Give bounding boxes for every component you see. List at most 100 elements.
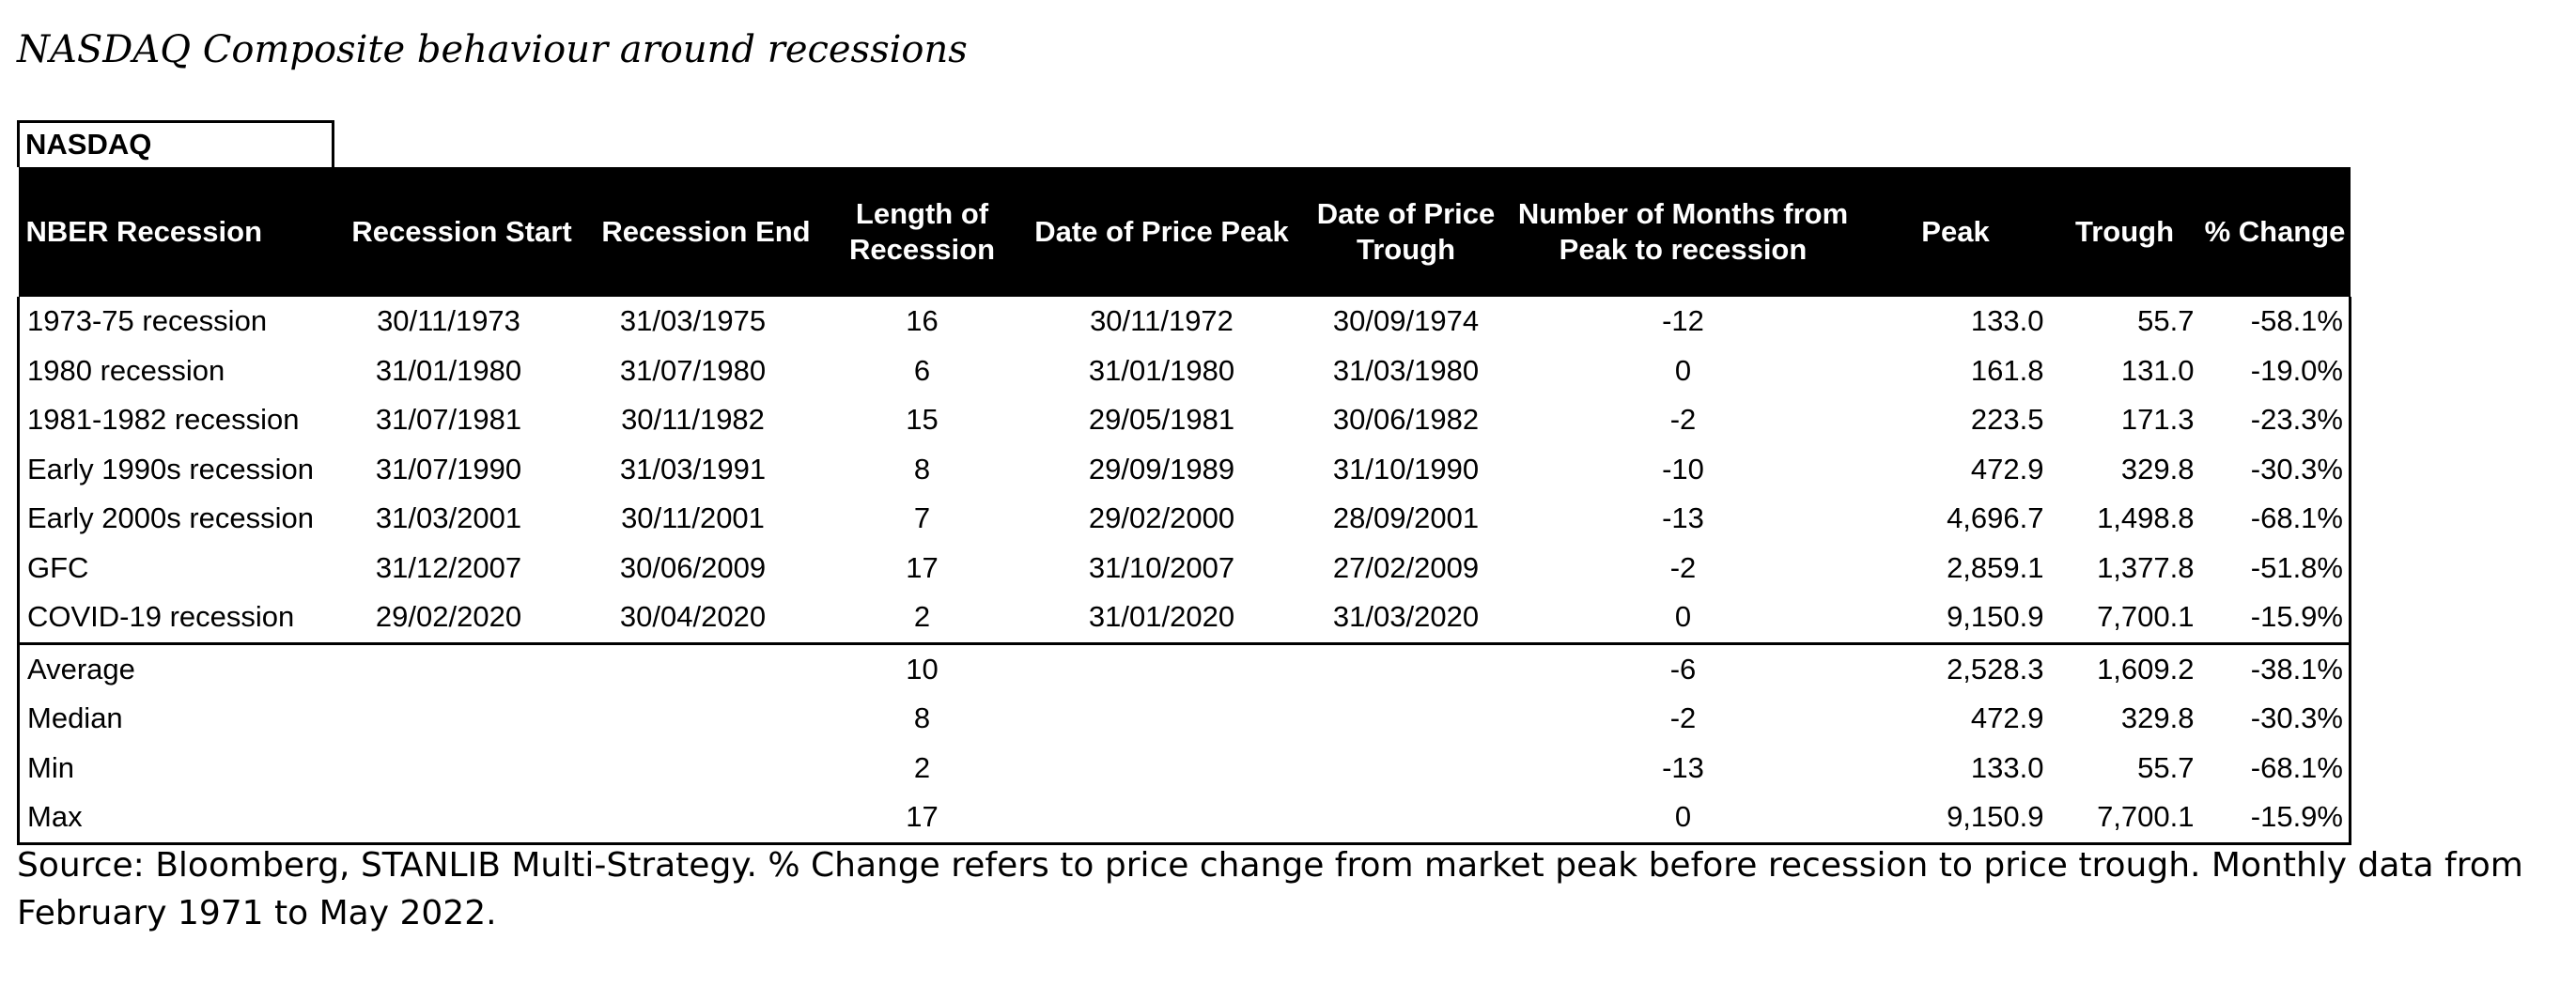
table-cell bbox=[1016, 641, 1308, 694]
table-cell: -23.3% bbox=[2199, 395, 2351, 445]
table-cell: 15 bbox=[906, 403, 939, 437]
table-cell bbox=[584, 744, 829, 793]
table-cell: -68.1% bbox=[2199, 494, 2351, 544]
table-cell: 30/11/1973 bbox=[377, 304, 520, 338]
table-cell: -15.9% bbox=[2199, 793, 2351, 845]
table-row: 1980 recession 31/01/1980 31/07/1980 6 31/01… bbox=[17, 346, 2351, 395]
table-cell: 30/11/2001 bbox=[621, 501, 765, 535]
table-cell bbox=[583, 641, 829, 694]
table-cell: Average bbox=[17, 641, 340, 694]
table-cell: 31/01/1980 bbox=[375, 353, 522, 387]
table-cell: -30.3% bbox=[2199, 444, 2351, 494]
table-cell: 1981-1982 recession bbox=[17, 395, 340, 445]
column-header: Date of Price Peak bbox=[1016, 167, 1308, 297]
table-cell: 472.9 bbox=[1970, 701, 2044, 735]
table-cell bbox=[1307, 641, 1505, 694]
table-cell: -2 bbox=[1669, 701, 1697, 735]
table-cell: 133.0 bbox=[1970, 750, 2044, 784]
table-cell: -15.9% bbox=[2199, 593, 2351, 643]
table-cell: 29/02/2000 bbox=[1088, 501, 1235, 535]
table-cell: 31/01/1980 bbox=[1088, 353, 1235, 387]
table-cell: 17 bbox=[906, 550, 939, 584]
table-cell bbox=[584, 694, 829, 744]
table-cell: -30.3% bbox=[2199, 694, 2351, 744]
table-cell bbox=[583, 793, 829, 845]
table-cell: 6 bbox=[913, 353, 931, 387]
table-cell: 55.7 bbox=[2137, 750, 2195, 784]
table-cell: 30/11/1982 bbox=[621, 403, 765, 437]
table-cell: 9,150.9 bbox=[1861, 793, 2050, 845]
table-cell: 30/04/2020 bbox=[619, 600, 767, 634]
table-cell: -13 bbox=[1662, 750, 1704, 784]
table-cell: 7 bbox=[913, 501, 931, 535]
table-cell: 30/06/2009 bbox=[619, 550, 767, 584]
table-cell: -13 bbox=[1662, 501, 1704, 535]
table-cell: 0 bbox=[1674, 353, 1692, 387]
table-cell: -2 bbox=[1669, 550, 1697, 584]
index-label: NASDAQ bbox=[17, 120, 334, 167]
table-cell: 31/07/1980 bbox=[619, 353, 767, 387]
column-header: Recession End bbox=[583, 167, 829, 297]
table-row: Early 1990s recession 31/07/1990 31/03/199… bbox=[17, 444, 2351, 494]
table-cell: 16 bbox=[906, 304, 939, 338]
table-cell: 329.8 bbox=[2120, 701, 2195, 735]
table-cell: 29/09/1989 bbox=[1088, 452, 1235, 485]
recession-rows: 1973-75 recession 30/11/1973 31/03/1975 16 3… bbox=[17, 297, 2351, 643]
table-cell: 27/02/2009 bbox=[1332, 550, 1480, 584]
table-cell: 329.8 bbox=[2120, 452, 2195, 485]
table-cell: 4,696.7 bbox=[1947, 501, 2044, 535]
table-cell: 8 bbox=[913, 452, 931, 485]
table-cell: 133.0 bbox=[1970, 304, 2044, 338]
table-cell: -68.1% bbox=[2199, 743, 2351, 793]
table-cell: 8 bbox=[913, 701, 931, 735]
column-header: Date of Price Trough bbox=[1307, 167, 1505, 297]
table-cell bbox=[1016, 694, 1308, 744]
table-cell: -38.1% bbox=[2199, 641, 2351, 694]
table-cell: -58.1% bbox=[2199, 297, 2351, 347]
table-cell: 31/03/2020 bbox=[1332, 600, 1480, 634]
table-cell: 2 bbox=[913, 750, 931, 784]
column-header: NBER Recession bbox=[18, 167, 340, 297]
table-cell: 31/03/2001 bbox=[375, 501, 522, 535]
table-cell: 2,528.3 bbox=[1861, 641, 2050, 694]
table-cell: 31/10/2007 bbox=[1088, 550, 1235, 584]
table-cell: Min bbox=[17, 743, 340, 793]
table-cell bbox=[1308, 694, 1505, 744]
source-note: Source: Bloomberg, STANLIB Multi-Strateg… bbox=[17, 846, 2523, 932]
table-cell: 1,377.8 bbox=[2097, 550, 2195, 584]
summary-row: Median 8 -2 472.9 329.8 -30.3% bbox=[17, 694, 2351, 744]
summary-row: Min 2 -13 133.0 55.7 -68.1% bbox=[17, 743, 2351, 793]
table-cell: 0 bbox=[1504, 793, 1862, 845]
table-row: 1981-1982 recession 31/07/1981 30/11/1982 1… bbox=[17, 395, 2351, 445]
column-header: Trough bbox=[2049, 167, 2200, 297]
table-cell: 30/11/1972 bbox=[1090, 304, 1234, 338]
table-cell: 31/03/1975 bbox=[619, 304, 767, 338]
table-cell bbox=[340, 744, 584, 793]
table-row: COVID-19 recession 29/02/2020 30/04/2020 2 3… bbox=[17, 593, 2351, 643]
table-cell: 30/06/1982 bbox=[1332, 403, 1480, 437]
table-cell: 30/09/1974 bbox=[1332, 304, 1480, 338]
table-cell bbox=[1016, 793, 1308, 845]
table-cell: 31/03/1980 bbox=[1332, 353, 1480, 387]
table-row: Early 2000s recession 31/03/2001 30/11/200… bbox=[17, 494, 2351, 544]
table-cell: -2 bbox=[1669, 403, 1697, 437]
table-cell: 31/12/2007 bbox=[375, 550, 522, 584]
table-cell: 55.7 bbox=[2137, 304, 2195, 338]
table-cell: Early 1990s recession bbox=[17, 444, 340, 494]
table-cell: 31/07/1981 bbox=[375, 403, 522, 437]
table-row: 1973-75 recession 30/11/1973 31/03/1975 16 3… bbox=[17, 297, 2351, 347]
table-cell: 7,700.1 bbox=[2097, 600, 2195, 634]
table-cell bbox=[1016, 744, 1308, 793]
table-cell: 7,700.1 bbox=[2049, 793, 2200, 845]
table-cell: COVID-19 recession bbox=[17, 593, 340, 643]
table-cell: 28/09/2001 bbox=[1332, 501, 1480, 535]
table-cell: -6 bbox=[1504, 641, 1862, 694]
table-cell bbox=[339, 793, 584, 845]
table-cell: 161.8 bbox=[1970, 353, 2044, 387]
column-header: Length of Recession bbox=[828, 167, 1016, 297]
table-cell: 1,609.2 bbox=[2049, 641, 2200, 694]
recession-table: NBER Recession Recession Start Recession… bbox=[17, 167, 2351, 845]
table-cell: 31/07/1990 bbox=[375, 452, 522, 485]
table-cell: -19.0% bbox=[2199, 346, 2351, 395]
table-cell: 29/05/1981 bbox=[1088, 403, 1235, 437]
